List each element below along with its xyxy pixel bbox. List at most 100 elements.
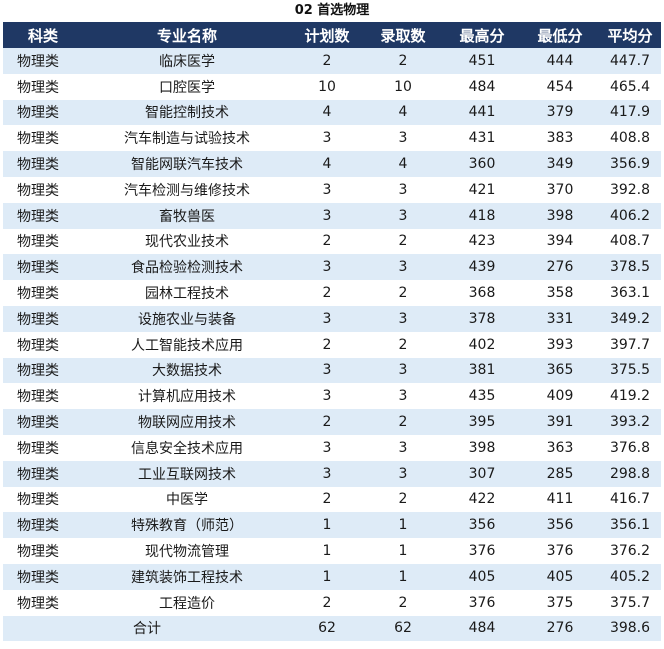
table-row: 物理类 中医学 2 2 422 411 416.7	[3, 487, 661, 513]
cell-major-name: 工业互联网技术	[83, 460, 291, 487]
header-max-score: 最高分	[443, 22, 521, 48]
cell-plan-count: 1	[291, 512, 363, 539]
table-row: 物理类 工业互联网技术 3 3 307 285 298.8	[3, 460, 661, 487]
cell-admitted-count: 3	[363, 305, 443, 332]
cell-avg-score: 416.7	[609, 491, 651, 508]
cell-plan-count: 3	[291, 305, 363, 332]
cell-admitted-count: 2	[398, 491, 408, 508]
header-min-score: 最低分	[521, 22, 599, 48]
total-plan-count: 62	[291, 615, 363, 642]
table-header-row: 科类 专业名称 计划数 录取数 最高分 最低分 平均分	[3, 22, 661, 48]
cell-admitted-count: 2	[398, 336, 408, 353]
cell-avg-score: 375.5	[599, 357, 661, 384]
cell-min-score: 375	[546, 594, 574, 611]
admission-scores-table: 科类 专业名称 计划数 录取数 最高分 最低分 平均分 物理类 临床医学 2 2 451…	[3, 22, 661, 642]
cell-min-score: 411	[546, 491, 574, 508]
table-row: 物理类 园林工程技术 2 2 368 358 363.1	[3, 280, 661, 306]
cell-major-name: 食品检验检测技术	[83, 254, 291, 281]
cell-category: 物理类	[3, 357, 83, 384]
cell-max-score: 307	[443, 460, 521, 487]
cell-plan-count: 2	[322, 594, 332, 611]
cell-max-score: 435	[468, 388, 496, 405]
cell-category: 物理类	[17, 544, 59, 561]
cell-major-name: 建筑装饰工程技术	[83, 563, 291, 590]
cell-avg-score: 417.9	[599, 99, 661, 126]
cell-admitted-count: 3	[398, 181, 408, 198]
cell-admitted-count: 10	[394, 78, 412, 95]
cell-major-name: 智能网联汽车技术	[83, 151, 291, 177]
cell-min-score: 285	[521, 460, 599, 487]
cell-plan-count: 3	[322, 439, 332, 456]
table-row: 物理类 人工智能技术应用 2 2 402 393 397.7	[3, 332, 661, 358]
cell-category: 物理类	[17, 286, 59, 303]
cell-min-score: 394	[546, 233, 574, 250]
table-row: 物理类 计算机应用技术 3 3 435 409 419.2	[3, 383, 661, 409]
table-row: 物理类 设施农业与装备 3 3 378 331 349.2	[3, 305, 661, 332]
cell-plan-count: 2	[291, 48, 363, 74]
cell-max-score: 405	[443, 563, 521, 590]
cell-category: 物理类	[3, 512, 83, 539]
cell-plan-count: 3	[322, 181, 332, 198]
header-avg-score: 平均分	[599, 22, 661, 48]
cell-avg-score: 356.1	[599, 512, 661, 539]
cell-max-score: 418	[443, 202, 521, 229]
cell-max-score: 451	[443, 48, 521, 74]
cell-min-score: 405	[521, 563, 599, 590]
cell-admitted-count: 3	[363, 357, 443, 384]
cell-admitted-count: 3	[363, 254, 443, 281]
cell-plan-count: 3	[291, 357, 363, 384]
table-row: 物理类 工程造价 2 2 376 375 375.7	[3, 590, 661, 616]
cell-category: 物理类	[3, 99, 83, 126]
cell-max-score: 368	[468, 285, 496, 302]
cell-admitted-count: 4	[363, 151, 443, 177]
cell-category: 物理类	[3, 409, 83, 435]
cell-min-score: 331	[521, 305, 599, 332]
table-row: 物理类 物联网应用技术 2 2 395 391 393.2	[3, 409, 661, 435]
table-row: 物理类 大数据技术 3 3 381 365 375.5	[3, 357, 661, 384]
cell-max-score: 421	[468, 181, 496, 198]
cell-min-score: 391	[521, 409, 599, 435]
cell-min-score: 398	[521, 202, 599, 229]
cell-avg-score: 363.1	[609, 285, 651, 302]
cell-plan-count: 1	[322, 543, 332, 560]
cell-admitted-count: 2	[398, 594, 408, 611]
cell-major-name: 特殊教育（师范）	[83, 512, 291, 539]
cell-category: 物理类	[3, 48, 83, 74]
cell-min-score: 356	[521, 512, 599, 539]
cell-avg-score: 298.8	[599, 460, 661, 487]
cell-plan-count: 2	[322, 336, 332, 353]
cell-min-score: 349	[521, 151, 599, 177]
cell-admitted-count: 3	[363, 460, 443, 487]
cell-plan-count: 3	[322, 130, 332, 147]
cell-min-score: 276	[521, 254, 599, 281]
cell-max-score: 441	[443, 99, 521, 126]
cell-category: 物理类	[3, 151, 83, 177]
cell-plan-count: 2	[322, 491, 332, 508]
cell-avg-score: 405.2	[599, 563, 661, 590]
cell-admitted-count: 1	[398, 543, 408, 560]
cell-max-score: 398	[468, 439, 496, 456]
cell-major-name: 口腔医学	[159, 79, 215, 96]
cell-admitted-count: 2	[398, 285, 408, 302]
cell-category: 物理类	[17, 492, 59, 509]
cell-major-name: 物联网应用技术	[83, 409, 291, 435]
total-row: 合计 62 62 484 276 398.6	[3, 615, 661, 642]
table-row: 物理类 现代农业技术 2 2 423 394 408.7	[3, 229, 661, 255]
cell-min-score: 383	[546, 130, 574, 147]
table-row: 物理类 智能控制技术 4 4 441 379 417.9	[3, 99, 661, 126]
cell-category: 物理类	[17, 337, 59, 354]
cell-max-score: 484	[468, 78, 496, 95]
cell-major-name: 汽车制造与试验技术	[124, 131, 250, 148]
cell-major-name: 智能控制技术	[83, 99, 291, 126]
header-category: 科类	[3, 22, 83, 48]
cell-major-name: 园林工程技术	[145, 286, 229, 303]
cell-avg-score: 408.8	[609, 130, 651, 147]
cell-min-score: 370	[546, 181, 574, 198]
cell-admitted-count: 2	[363, 409, 443, 435]
cell-avg-score: 392.8	[609, 181, 651, 198]
cell-admitted-count: 3	[398, 130, 408, 147]
cell-max-score: 395	[443, 409, 521, 435]
cell-min-score: 409	[546, 388, 574, 405]
cell-avg-score: 397.7	[609, 336, 651, 353]
header-plan-count: 计划数	[291, 22, 363, 48]
